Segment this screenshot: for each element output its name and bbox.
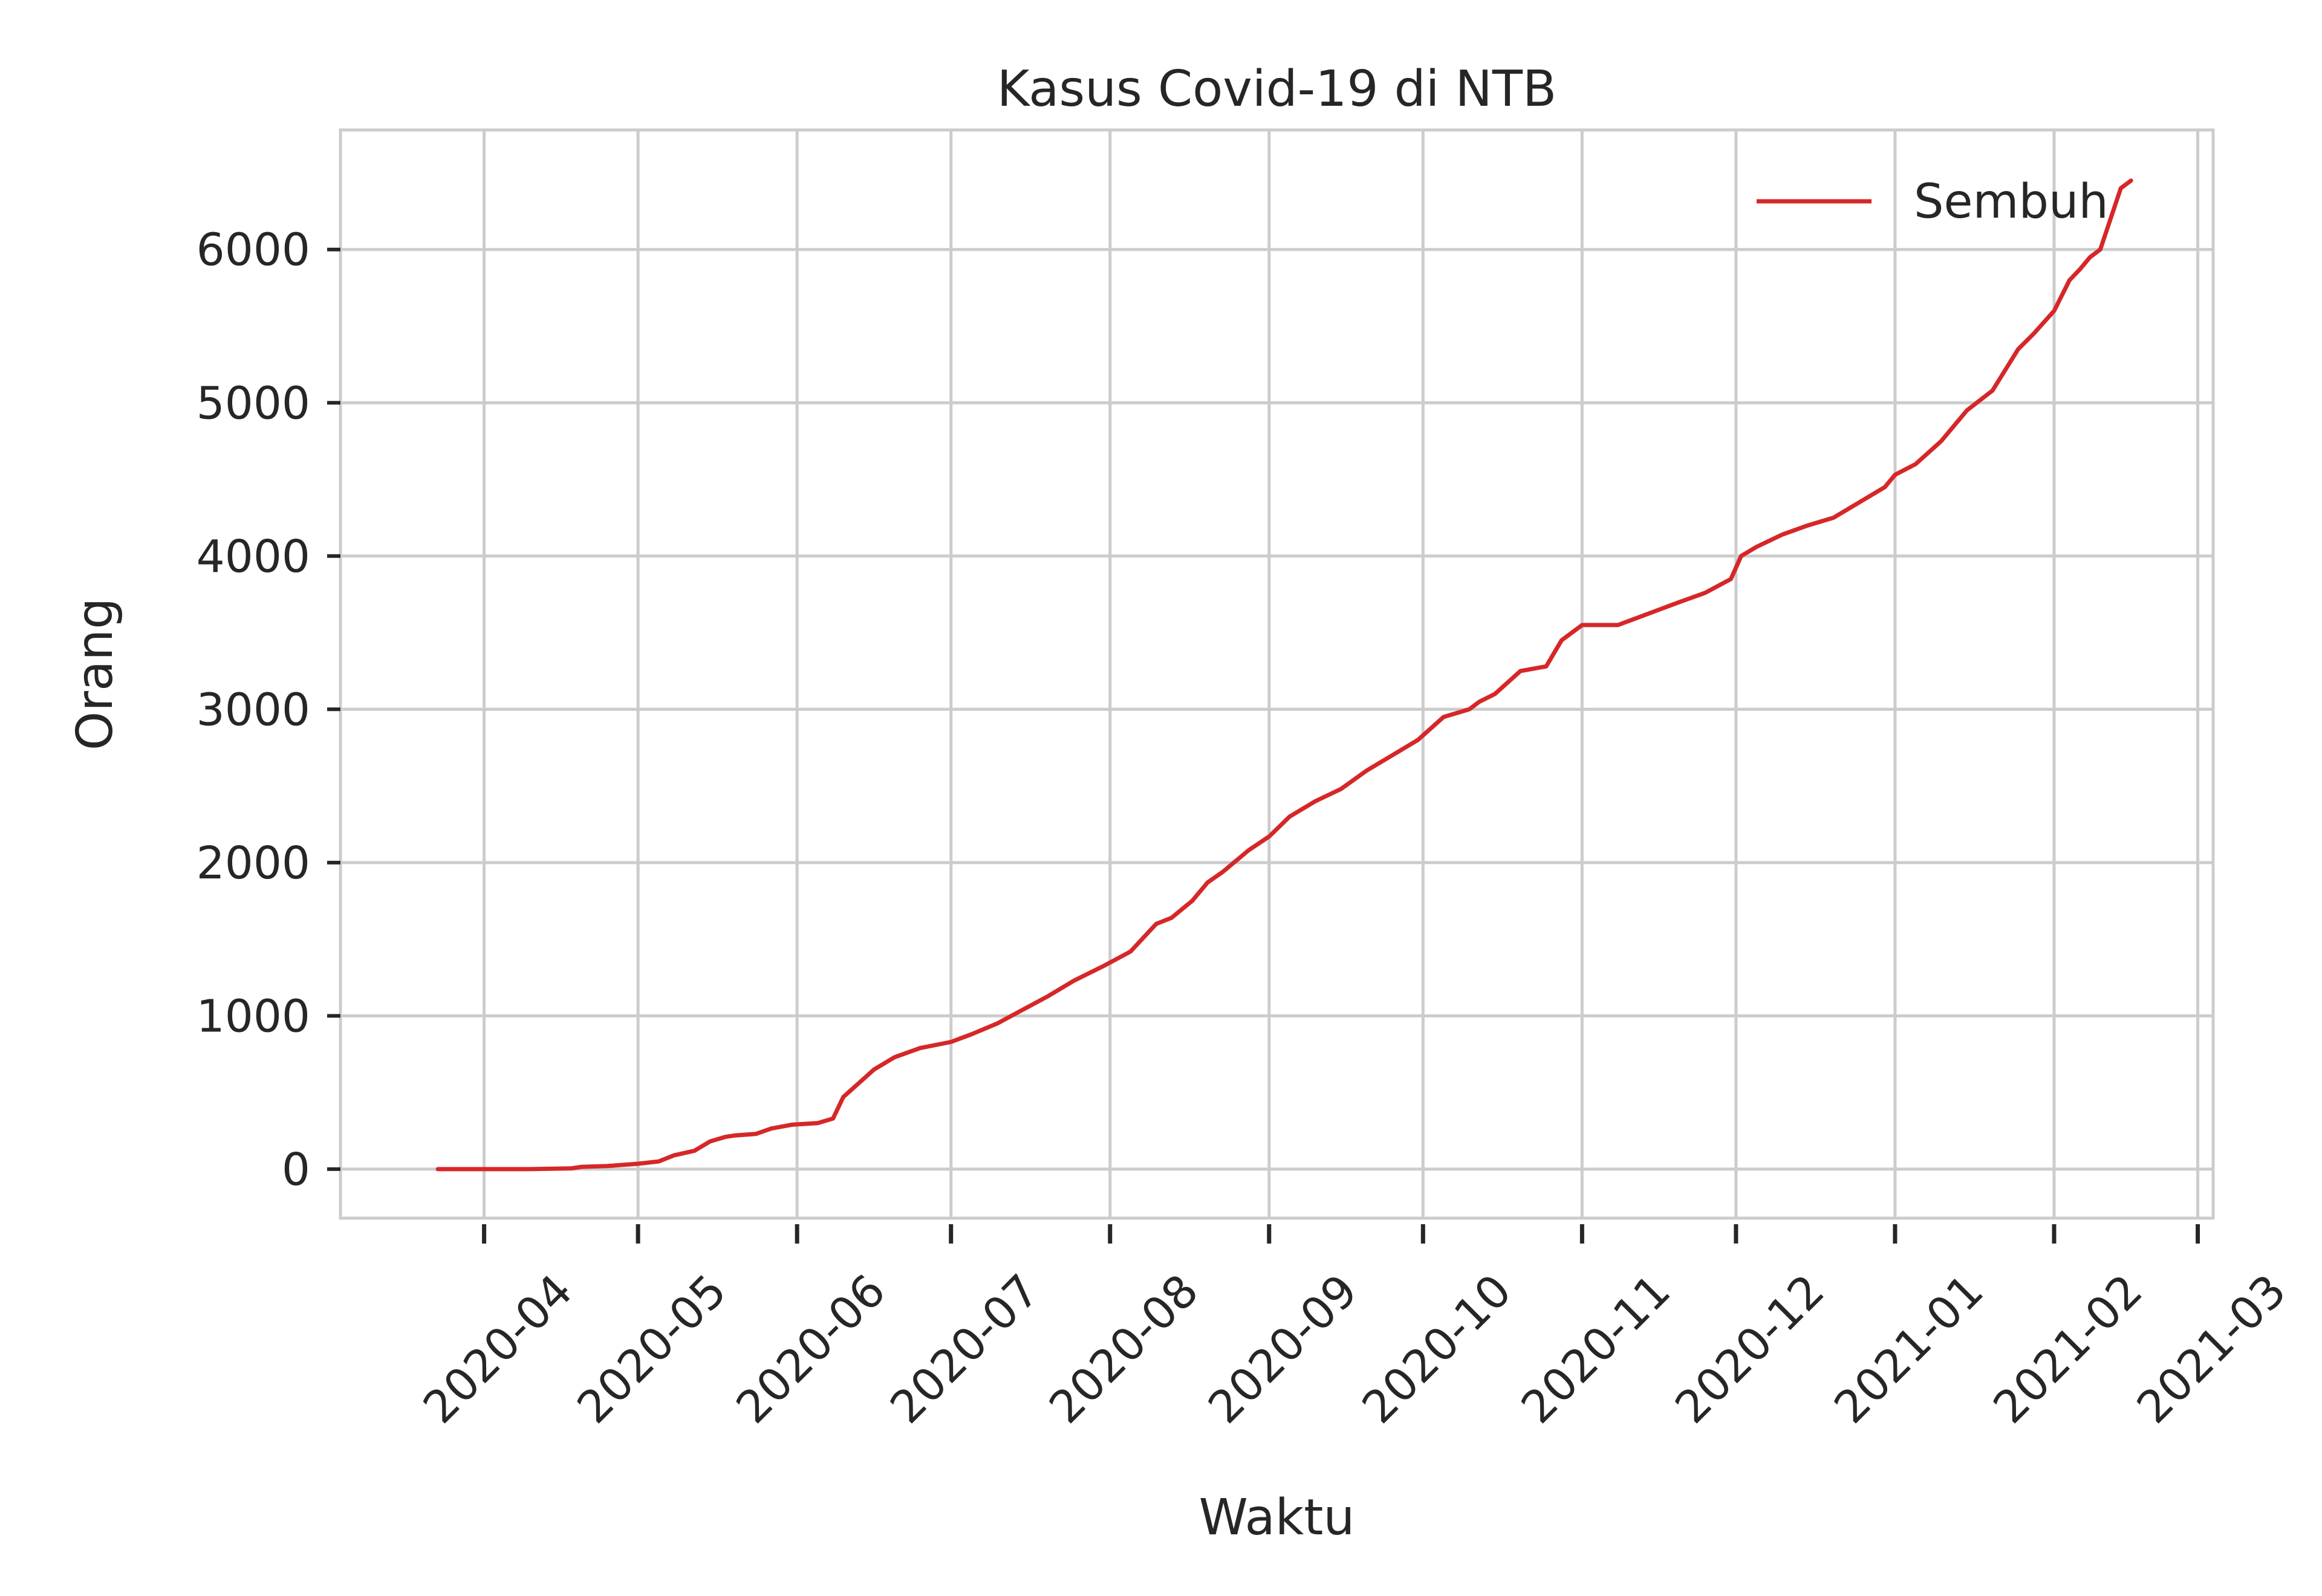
y-tick-label: 4000 <box>197 531 310 583</box>
y-tick-label: 2000 <box>197 837 310 889</box>
y-tick-label: 3000 <box>197 684 310 736</box>
y-tick-label: 5000 <box>197 377 310 429</box>
chart-title: Kasus Covid-19 di NTB <box>997 60 1556 118</box>
plot-area-frame <box>339 128 2215 1220</box>
legend-label-sembuh: Sembuh <box>1914 175 2109 229</box>
x-axis-title: Waktu <box>1199 1489 1355 1546</box>
y-tick-label: 6000 <box>197 224 310 276</box>
series-layer <box>435 178 2133 1172</box>
y-tick-label: 0 <box>282 1144 310 1196</box>
series-line-sembuh <box>435 178 2133 1172</box>
grid-lines <box>340 130 2213 1218</box>
y-axis-title: Orang <box>67 598 124 751</box>
legend: Sembuh <box>1757 175 2109 229</box>
y-tick-label: 1000 <box>197 990 310 1042</box>
